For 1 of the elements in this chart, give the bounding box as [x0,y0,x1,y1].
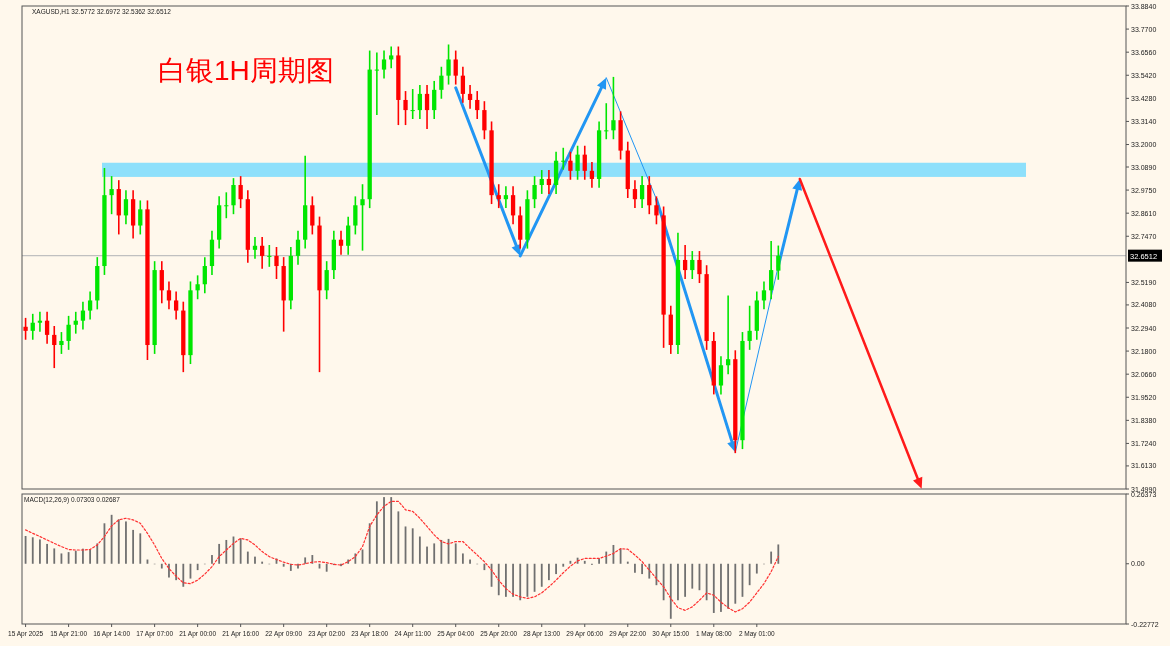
text: 白银1H周期图 [158,55,334,86]
